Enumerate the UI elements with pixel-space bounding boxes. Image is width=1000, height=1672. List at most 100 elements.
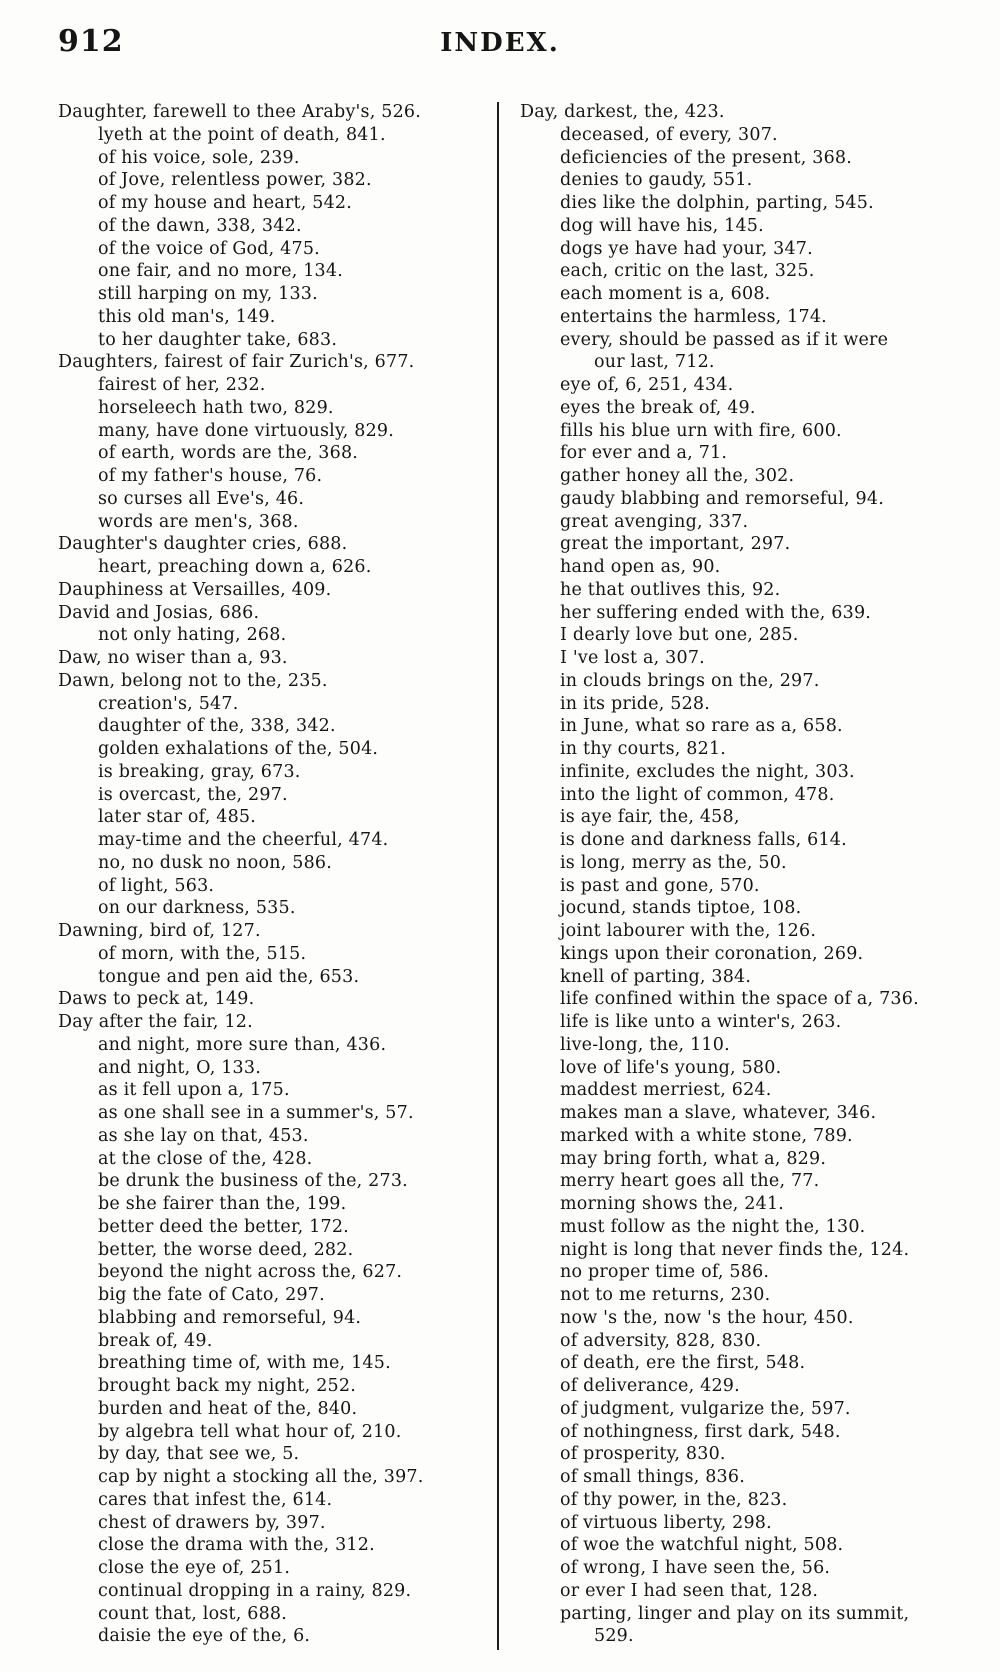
index-subentry: daughter of the, 338, 342.: [98, 716, 336, 737]
index-subentry: by day, that see we, 5.: [98, 1444, 300, 1465]
index-subentry: I dearly love but one, 285.: [560, 625, 799, 646]
index-subentry: of my father's house, 76.: [98, 466, 323, 486]
index-subentry: close the drama with the, 312.: [98, 1535, 375, 1556]
index-subentry: breathing time of, with me, 145.: [98, 1353, 391, 1374]
index-subentry: of small things, 836.: [560, 1467, 745, 1487]
index-subentry: be drunk the business of the, 273.: [98, 1171, 408, 1192]
index-subentry: may bring forth, what a, 829.: [560, 1148, 827, 1169]
index-subentry: continual dropping in a rainy, 829.: [98, 1580, 412, 1601]
index-subentry: blabbing and remorseful, 94.: [98, 1307, 362, 1328]
index-subentry: is done and darkness falls, 614.: [560, 830, 847, 850]
index-subentry: better deed the better, 172.: [98, 1216, 349, 1237]
index-subentry: dies like the dolphin, parting, 545.: [560, 193, 874, 213]
index-subentry: still harping on my, 133.: [98, 284, 318, 304]
index-entry: Daughter, farewell to thee Araby's, 526.: [58, 102, 422, 122]
index-entry-continuation: our last, 712.: [594, 352, 715, 373]
index-subentry: marked with a white stone, 789.: [560, 1125, 853, 1146]
index-subentry: knell of parting, 384.: [560, 966, 752, 987]
index-subentry: chest of drawers by, 397.: [98, 1512, 326, 1533]
index-subentry: creation's, 547.: [98, 693, 239, 714]
index-subentry: break of, 49.: [98, 1330, 213, 1351]
index-subentry: not only hating, 268.: [98, 625, 287, 646]
index-subentry: he that outlives this, 92.: [560, 579, 781, 600]
index-entry: Dauphiness at Versailles, 409.: [58, 579, 332, 600]
index-subentry: of wrong, I have seen the, 56.: [560, 1558, 831, 1578]
index-subentry: golden exhalations of the, 504.: [98, 739, 379, 759]
index-subentry: many, have done virtuously, 829.: [98, 420, 395, 441]
index-column-right: Day, darkest, the, 423. deceased, of ever…: [520, 101, 970, 1648]
index-subentry: is long, merry as the, 50.: [560, 852, 787, 873]
index-subentry: in June, what so rare as a, 658.: [560, 716, 843, 737]
index-subentry: words are men's, 368.: [98, 511, 299, 532]
index-subentry: and night, more sure than, 436.: [98, 1034, 387, 1055]
index-subentry: life confined within the space of a, 736…: [560, 989, 919, 1010]
index-subentry: live-long, the, 110.: [560, 1034, 730, 1055]
index-column-left: Daughter, farewell to thee Araby's, 526.…: [58, 101, 488, 1648]
index-subentry: great the important, 297.: [560, 534, 791, 555]
index-subentry: must follow as the night the, 130.: [560, 1216, 866, 1237]
index-subentry: of nothingness, first dark, 548.: [560, 1421, 841, 1442]
index-subentry: not to me returns, 230.: [560, 1285, 771, 1305]
index-subentry: into the light of common, 478.: [560, 784, 835, 805]
index-subentry: better, the worse deed, 282.: [98, 1239, 354, 1260]
index-subentry: every, should be passed as if it were: [560, 329, 889, 350]
index-subentry: gaudy blabbing and remorseful, 94.: [560, 488, 884, 509]
page-number: 912: [58, 24, 124, 59]
index-subentry: is past and gone, 570.: [560, 875, 760, 896]
index-subentry: or ever I had seen that, 128.: [560, 1580, 819, 1601]
index-subentry: one fair, and no more, 134.: [98, 261, 343, 282]
index-subentry: gather honey all the, 302.: [560, 466, 795, 486]
index-entry: Day, darkest, the, 423.: [520, 102, 725, 122]
index-subentry: on our darkness, 535.: [98, 898, 296, 919]
index-subentry: of Jove, relentless power, 382.: [98, 170, 372, 191]
index-subentry: of morn, with the, 515.: [98, 943, 307, 964]
index-subentry: maddest merriest, 624.: [560, 1080, 772, 1101]
index-subentry: fairest of her, 232.: [98, 375, 266, 395]
index-subentry: cares that infest the, 614.: [98, 1489, 333, 1510]
index-subentry: infinite, excludes the night, 303.: [560, 761, 855, 782]
index-entry: Dawning, bird of, 127.: [58, 921, 261, 941]
index-subentry: of virtuous liberty, 298.: [560, 1512, 772, 1533]
index-subentry: night is long that never finds the, 124.: [560, 1239, 910, 1260]
index-subentry: dog will have his, 145.: [560, 215, 764, 236]
index-subentry: kings upon their coronation, 269.: [560, 943, 864, 964]
index-subentry: lyeth at the point of death, 841.: [98, 124, 386, 145]
index-subentry: love of life's young, 580.: [560, 1057, 782, 1078]
index-subentry: horseleech hath two, 829.: [98, 397, 334, 418]
index-subentry: of thy power, in the, 823.: [560, 1489, 788, 1510]
index-subentry: of adversity, 828, 830.: [560, 1330, 762, 1351]
index-subentry: morning shows the, 241.: [560, 1194, 785, 1214]
index-subentry: no proper time of, 586.: [560, 1262, 770, 1283]
index-subentry: no, no dusk no noon, 586.: [98, 852, 332, 873]
index-subentry: denies to gaudy, 551.: [560, 170, 753, 191]
index-subentry: this old man's, 149.: [98, 306, 276, 327]
index-subentry: parting, linger and play on its summit,: [560, 1603, 910, 1624]
index-subentry: each moment is a, 608.: [560, 284, 771, 304]
index-subentry: of his voice, sole, 239.: [98, 147, 300, 168]
index-entry: Daws to peck at, 149.: [58, 989, 255, 1010]
index-subentry: I 've lost a, 307.: [560, 648, 705, 668]
index-subentry: is overcast, the, 297.: [98, 784, 288, 805]
index-entry: Daughters, fairest of fair Zurich's, 677…: [58, 352, 415, 373]
index-subentry: for ever and a, 71.: [560, 443, 728, 464]
index-subentry: eye of, 6, 251, 434.: [560, 375, 734, 395]
index-subentry: is breaking, gray, 673.: [98, 761, 301, 782]
page-title: INDEX.: [440, 28, 560, 58]
index-subentry: of judgment, vulgarize the, 597.: [560, 1398, 851, 1419]
index-entry: Daughter's daughter cries, 688.: [58, 534, 348, 555]
index-entry: Dawn, belong not to the, 235.: [58, 670, 328, 691]
index-subentry: deficiencies of the present, 368.: [560, 147, 853, 168]
index-subentry: beyond the night across the, 627.: [98, 1262, 403, 1283]
index-subentry: be she fairer than the, 199.: [98, 1194, 347, 1214]
index-entry: David and Josias, 686.: [58, 602, 260, 623]
index-subentry: at the close of the, 428.: [98, 1148, 313, 1169]
index-subentry: in clouds brings on the, 297.: [560, 670, 820, 691]
index-entry-continuation: 529.: [594, 1626, 634, 1647]
index-subentry: big the fate of Cato, 297.: [98, 1285, 325, 1305]
index-subentry: of light, 563.: [98, 875, 215, 896]
index-subentry: is aye fair, the, 458,: [560, 807, 740, 828]
index-subentry: in its pride, 528.: [560, 693, 711, 714]
index-subentry: great avenging, 337.: [560, 511, 749, 532]
index-subentry: of death, ere the first, 548.: [560, 1353, 806, 1374]
index-subentry: joint labourer with the, 126.: [560, 921, 817, 941]
